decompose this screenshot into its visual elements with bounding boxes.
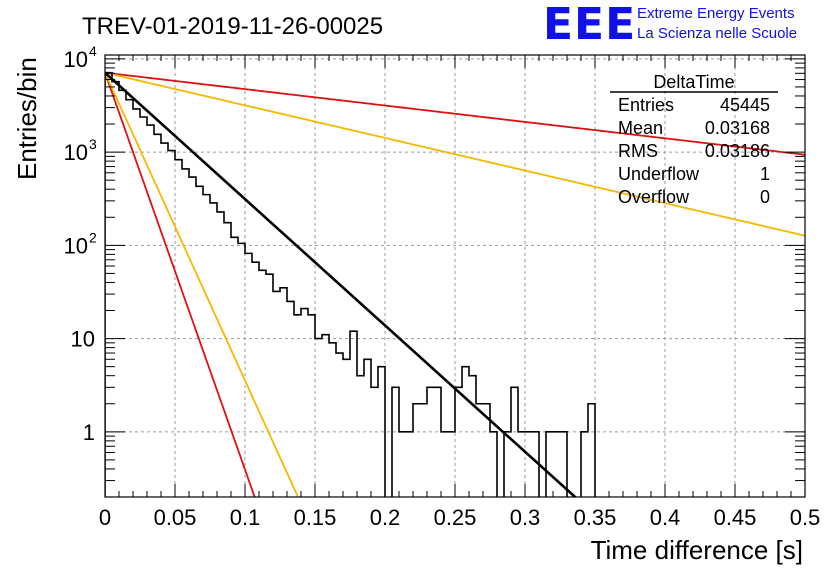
- logo-acronym: EEE: [543, 0, 636, 50]
- x-tick-label: 0.05: [154, 505, 197, 530]
- histogram-steps: [105, 71, 596, 497]
- logo-line-2: La Scienza nelle Scuole: [637, 25, 797, 42]
- reference-line: [105, 71, 805, 237]
- x-tick-label: 0.4: [650, 505, 681, 530]
- stats-value: 45445: [720, 95, 770, 115]
- y-tick-exponent: 2: [89, 229, 97, 245]
- fit-line: [105, 71, 578, 497]
- y-tick-label: 10: [64, 233, 88, 258]
- x-axis-title: Time difference [s]: [591, 535, 803, 565]
- stats-label: Entries: [618, 95, 674, 115]
- logo-line-1: Extreme Energy Events: [637, 5, 795, 22]
- reference-line: [105, 72, 256, 497]
- y-tick-label: 1: [83, 420, 95, 445]
- x-tick-label: 0.1: [230, 505, 261, 530]
- stats-label: Mean: [618, 118, 663, 138]
- x-tick-label: 0.45: [714, 505, 757, 530]
- y-tick-label: 10: [64, 47, 88, 72]
- stats-value: 1: [760, 164, 770, 184]
- x-tick-label: 0.15: [294, 505, 337, 530]
- stats-value: 0: [760, 187, 770, 207]
- y-axis-title: Entries/bin: [12, 57, 42, 180]
- x-tick-label: 0: [99, 505, 111, 530]
- x-tick-label: 0.3: [510, 505, 541, 530]
- y-tick-label: 10: [71, 327, 95, 352]
- x-tick-label: 0.2: [370, 505, 401, 530]
- y-tick-label: 10: [64, 140, 88, 165]
- x-tick-label: 0.25: [434, 505, 477, 530]
- plot-title: TREV-01-2019-11-26-00025: [82, 13, 383, 40]
- plot-area: [105, 71, 805, 497]
- reference-line: [105, 72, 299, 497]
- stats-label: Overflow: [618, 187, 690, 207]
- stats-value: 0.03186: [705, 141, 770, 161]
- stats-value: 0.03168: [705, 118, 770, 138]
- axes: 0 0.05 0.1 0.15 0.2 0.25 0.3 0.35 0.4 0.45 0.51101…: [64, 43, 821, 530]
- y-tick-exponent: 4: [89, 43, 97, 59]
- x-tick-label: 0.5: [790, 505, 821, 530]
- reference-line: [105, 71, 805, 156]
- stats-label: RMS: [618, 141, 658, 161]
- y-tick-exponent: 3: [89, 136, 97, 152]
- x-tick-label: 0.35: [574, 505, 617, 530]
- eee-logo: EEE Extreme Energy Events La Scienza nel…: [543, 0, 797, 50]
- stats-label: Underflow: [618, 164, 700, 184]
- stats-name: DeltaTime: [653, 72, 734, 92]
- stats-box: DeltaTime Entries 45445 Mean 0.03168 RMS…: [610, 72, 778, 207]
